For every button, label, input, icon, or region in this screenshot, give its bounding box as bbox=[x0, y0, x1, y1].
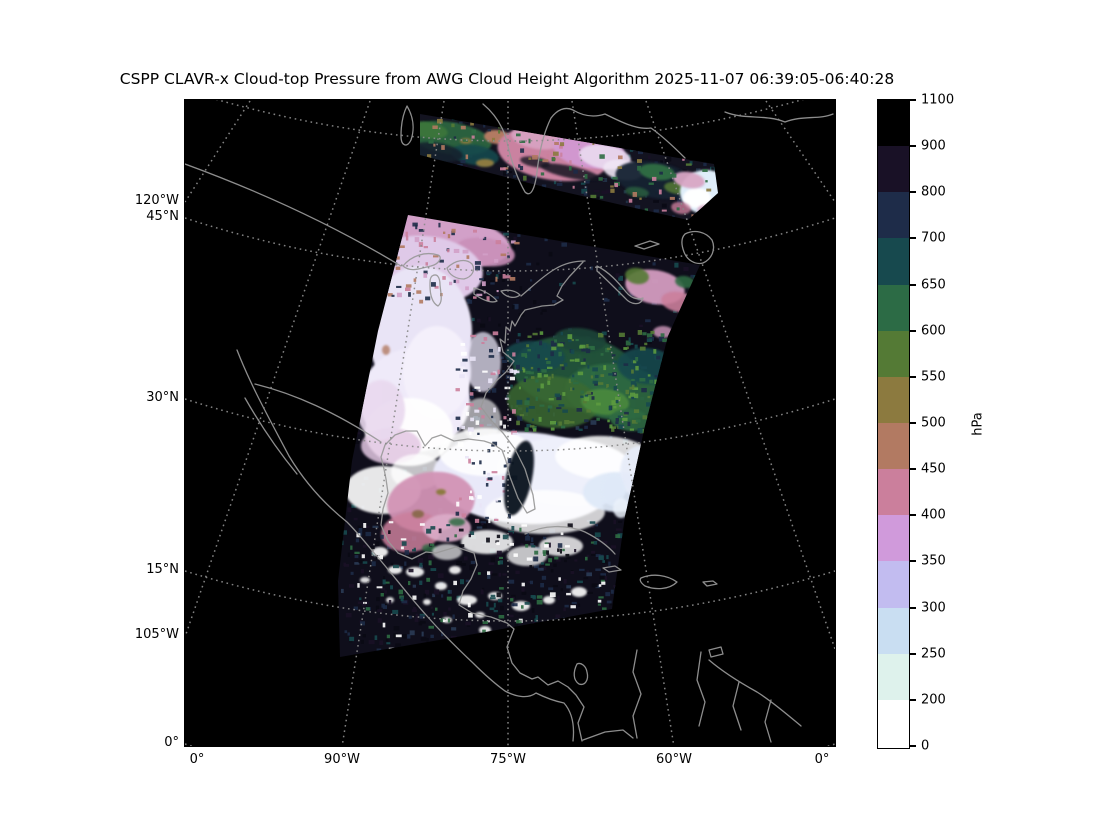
colorbar-tick-label: 350 bbox=[921, 553, 946, 569]
colorbar-segment bbox=[878, 422, 909, 470]
left-tick-label: 30°N bbox=[146, 390, 179, 405]
colorbar-tick-label: 400 bbox=[921, 507, 946, 523]
colorbar-tick-mark bbox=[910, 560, 916, 563]
colorbar-tick-mark bbox=[910, 606, 916, 609]
coastlines bbox=[185, 103, 834, 743]
colorbar-tick-label: 700 bbox=[921, 230, 946, 246]
bottom-tick-label: 75°W bbox=[490, 752, 526, 767]
left-tick-label: 15°N bbox=[146, 562, 179, 577]
colorbar-tick-mark bbox=[910, 99, 916, 101]
left-tick-label: 45°N bbox=[146, 209, 179, 224]
colorbar-tick-label: 1100 bbox=[921, 92, 955, 108]
map-svg bbox=[185, 100, 835, 746]
colorbar-segment bbox=[878, 238, 909, 285]
bottom-tick-label: 0° bbox=[189, 752, 205, 767]
colorbar-segment bbox=[878, 146, 909, 193]
bottom-tick-label: 0° bbox=[814, 752, 830, 767]
colorbar-tick-label: 650 bbox=[921, 277, 946, 293]
colorbar-tick-label: 250 bbox=[921, 646, 946, 662]
colorbar-tick-mark bbox=[910, 375, 916, 378]
colorbar-tick-mark bbox=[910, 744, 916, 747]
bottom-tick-label: 60°W bbox=[656, 752, 692, 767]
colorbar bbox=[877, 99, 910, 749]
colorbar-segment bbox=[878, 100, 909, 147]
colorbar-tick-mark bbox=[910, 698, 916, 701]
colorbar-segment bbox=[878, 330, 909, 377]
colorbar-segment bbox=[878, 653, 909, 700]
colorbar-tick-mark bbox=[910, 329, 916, 332]
left-tick-label: 105°W bbox=[134, 627, 179, 642]
plot-title: CSPP CLAVR-x Cloud-top Pressure from AWG… bbox=[119, 70, 895, 88]
colorbar-tick-label: 0 bbox=[921, 738, 930, 754]
colorbar-tick-mark bbox=[910, 652, 916, 655]
graticule bbox=[185, 100, 835, 746]
colorbar-segment bbox=[878, 515, 909, 562]
colorbar-tick-label: 600 bbox=[921, 323, 946, 339]
colorbar-segment bbox=[878, 469, 909, 516]
colorbar-segment bbox=[878, 699, 909, 746]
colorbar-tick-mark bbox=[910, 283, 916, 286]
colorbar-tick-mark bbox=[910, 514, 916, 517]
colorbar-segment bbox=[878, 561, 909, 608]
colorbar-tick-label: 300 bbox=[921, 600, 946, 616]
colorbar-segment bbox=[878, 192, 909, 239]
colorbar-tick-label: 800 bbox=[921, 184, 946, 200]
colorbar-tick-mark bbox=[910, 468, 916, 471]
colorbar-tick-label: 500 bbox=[921, 415, 946, 431]
colorbar-tick-mark bbox=[910, 145, 916, 148]
colorbar-tick-label: 450 bbox=[921, 461, 946, 477]
colorbar-tick-label: 550 bbox=[921, 369, 946, 385]
left-tick-label: 0° bbox=[164, 735, 179, 750]
colorbar-tick-mark bbox=[910, 191, 916, 194]
map-plot bbox=[184, 99, 836, 747]
colorbar-tick-mark bbox=[910, 237, 916, 240]
colorbar-segment bbox=[878, 284, 909, 331]
colorbar-segment bbox=[878, 607, 909, 654]
colorbar-tick-label: 200 bbox=[921, 692, 946, 708]
colorbar-segment bbox=[878, 376, 909, 423]
colorbar-tick-mark bbox=[910, 421, 916, 424]
bottom-tick-label: 90°W bbox=[324, 752, 360, 767]
left-tick-label: 120°W bbox=[134, 193, 179, 208]
colorbar-unit-label: hPa bbox=[970, 412, 986, 436]
colorbar-tick-label: 900 bbox=[921, 138, 946, 154]
